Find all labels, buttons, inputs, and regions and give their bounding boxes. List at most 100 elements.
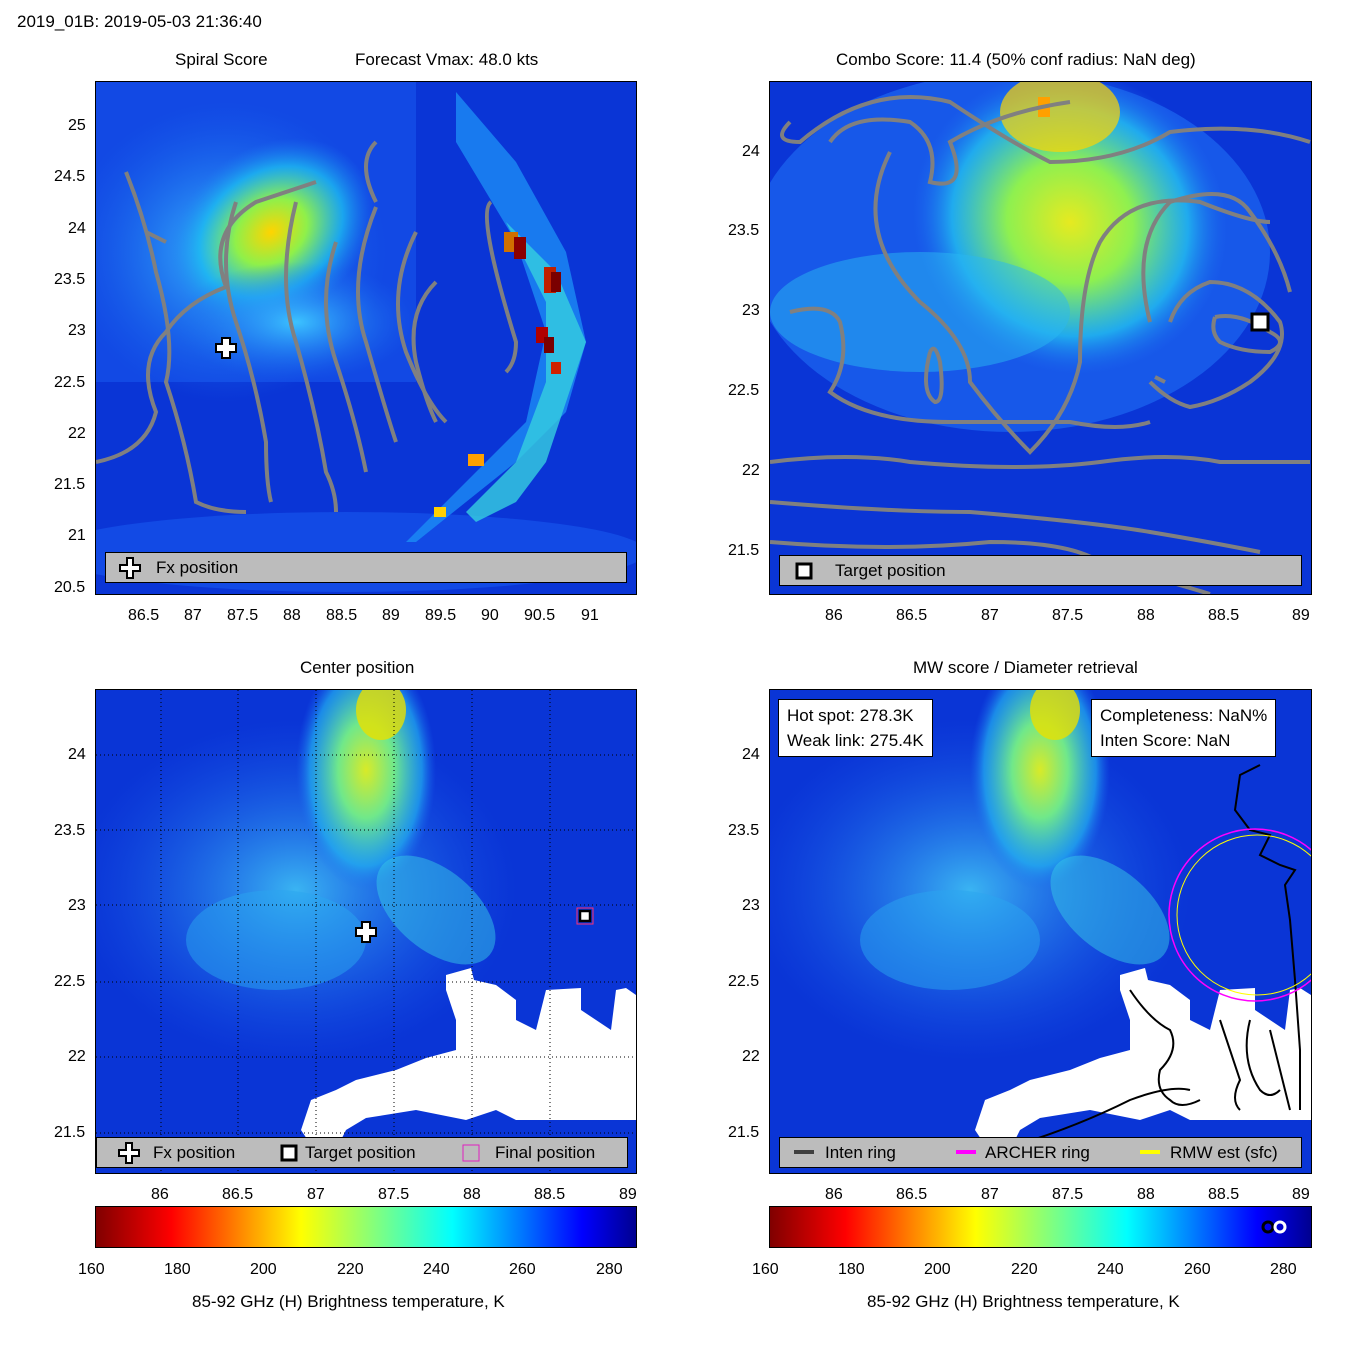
inten-score-value: Inten Score: NaN — [1100, 731, 1231, 750]
xtick: 91 — [581, 607, 599, 624]
ytick: 24 — [68, 220, 86, 237]
xtick: 89 — [619, 1186, 637, 1203]
ytick: 23 — [68, 322, 86, 339]
xtick: 86 — [151, 1186, 169, 1203]
ytick: 22 — [742, 462, 760, 479]
cbar-tick: 240 — [1097, 1261, 1124, 1278]
rmw-swatch — [1140, 1150, 1160, 1154]
xtick: 89.5 — [425, 607, 457, 624]
legend-fx-label: Fx position — [153, 1143, 236, 1162]
xtick: 89 — [382, 607, 400, 624]
xtick: 90 — [481, 607, 499, 624]
ytick: 22.5 — [728, 973, 760, 990]
cbar-tick: 260 — [1184, 1261, 1211, 1278]
mw-legend: Inten ring ARCHER ring RMW est (sfc) — [779, 1137, 1302, 1168]
ytick: 23.5 — [728, 822, 760, 839]
colorbar-left-label: 85-92 GHz (H) Brightness temperature, K — [192, 1292, 505, 1311]
ring-markers-icon — [1261, 1220, 1287, 1234]
xtick: 87 — [184, 607, 202, 624]
xtick: 87.5 — [1052, 1186, 1084, 1203]
center-title: Center position — [300, 658, 415, 677]
target-position-icon — [795, 562, 813, 580]
cbar-tick: 260 — [509, 1261, 536, 1278]
inten-ring-swatch — [794, 1150, 814, 1154]
cbar-tick: 200 — [250, 1261, 277, 1278]
xtick: 86.5 — [896, 607, 928, 624]
ytick: 22.5 — [54, 973, 86, 990]
center-legend: Fx position Target position Final positi… — [96, 1137, 628, 1168]
xtick: 88.5 — [534, 1186, 566, 1203]
fx-position-icon — [119, 557, 141, 579]
target-position-marker — [1250, 312, 1270, 332]
final-position-icon — [462, 1144, 480, 1162]
xtick: 87 — [981, 607, 999, 624]
completeness-value: Completeness: NaN% — [1100, 706, 1268, 725]
ytick: 23.5 — [54, 271, 86, 288]
xtick: 86.5 — [222, 1186, 254, 1203]
center-position-plot: Fx position Target position Final positi… — [95, 689, 637, 1174]
xtick: 88 — [463, 1186, 481, 1203]
xtick: 88.5 — [326, 607, 358, 624]
xtick: 88 — [1137, 1186, 1155, 1203]
spiral-score-plot: Fx position — [95, 81, 637, 595]
hot-spot-value: Hot spot: 278.3K — [787, 706, 914, 725]
ytick: 24 — [742, 143, 760, 160]
combo-title: Combo Score: 11.4 (50% conf radius: NaN … — [836, 50, 1196, 69]
ytick: 24.5 — [54, 168, 86, 185]
xtick: 89 — [1292, 1186, 1310, 1203]
xtick: 88 — [283, 607, 301, 624]
cbar-tick: 160 — [78, 1261, 105, 1278]
xtick: 87.5 — [378, 1186, 410, 1203]
legend-target-label: Target position — [305, 1143, 416, 1162]
ytick: 23.5 — [728, 222, 760, 239]
cbar-tick: 180 — [838, 1261, 865, 1278]
ytick: 23 — [742, 897, 760, 914]
ytick: 21.5 — [54, 1124, 86, 1141]
fx-position-icon — [118, 1142, 140, 1164]
legend-final-label: Final position — [495, 1143, 596, 1162]
cbar-tick: 280 — [596, 1261, 623, 1278]
combo-legend: Target position — [779, 555, 1302, 586]
cbar-tick: 220 — [1011, 1261, 1038, 1278]
cbar-tick: 160 — [752, 1261, 779, 1278]
ytick: 24 — [68, 746, 86, 763]
hotspot-box: Hot spot: 278.3K Weak link: 275.4K — [778, 699, 933, 757]
ytick: 21.5 — [728, 542, 760, 559]
target-position-marker — [576, 907, 594, 925]
xtick: 89 — [1292, 607, 1310, 624]
ytick: 22 — [68, 425, 86, 442]
legend-inten-label: Inten ring — [825, 1143, 896, 1162]
cbar-tick: 180 — [164, 1261, 191, 1278]
spiral-title: Spiral Score — [175, 50, 268, 69]
ytick: 21 — [68, 527, 86, 544]
xtick: 86.5 — [896, 1186, 928, 1203]
figure-title: 2019_01B: 2019-05-03 21:36:40 — [17, 12, 262, 31]
xtick: 88 — [1137, 607, 1155, 624]
legend-fx-label: Fx position — [156, 558, 239, 577]
legend-target-label: Target position — [835, 561, 946, 580]
ytick: 22.5 — [728, 382, 760, 399]
ytick: 23 — [742, 302, 760, 319]
cbar-tick: 240 — [423, 1261, 450, 1278]
xtick: 86 — [825, 1186, 843, 1203]
target-position-icon — [280, 1144, 298, 1162]
cbar-tick: 220 — [337, 1261, 364, 1278]
xtick: 87.5 — [1052, 607, 1084, 624]
ytick: 22 — [68, 1048, 86, 1065]
xtick: 87.5 — [227, 607, 259, 624]
ytick: 23.5 — [54, 822, 86, 839]
legend-rmw-label: RMW est (sfc) — [1170, 1143, 1278, 1162]
ytick: 25 — [68, 117, 86, 134]
mw-score-plot: Hot spot: 278.3K Weak link: 275.4K Compl… — [769, 689, 1312, 1174]
fx-position-marker — [355, 921, 377, 943]
colorbar-left — [95, 1206, 637, 1248]
fx-position-marker — [215, 337, 237, 359]
xtick: 87 — [307, 1186, 325, 1203]
combo-score-plot: Target position — [769, 81, 1312, 595]
archer-ring-swatch — [956, 1150, 976, 1154]
colorbar-right-label: 85-92 GHz (H) Brightness temperature, K — [867, 1292, 1180, 1311]
colorbar-right — [769, 1206, 1312, 1248]
xtick: 88.5 — [1208, 1186, 1240, 1203]
mw-title: MW score / Diameter retrieval — [913, 658, 1138, 677]
ytick: 23 — [68, 897, 86, 914]
